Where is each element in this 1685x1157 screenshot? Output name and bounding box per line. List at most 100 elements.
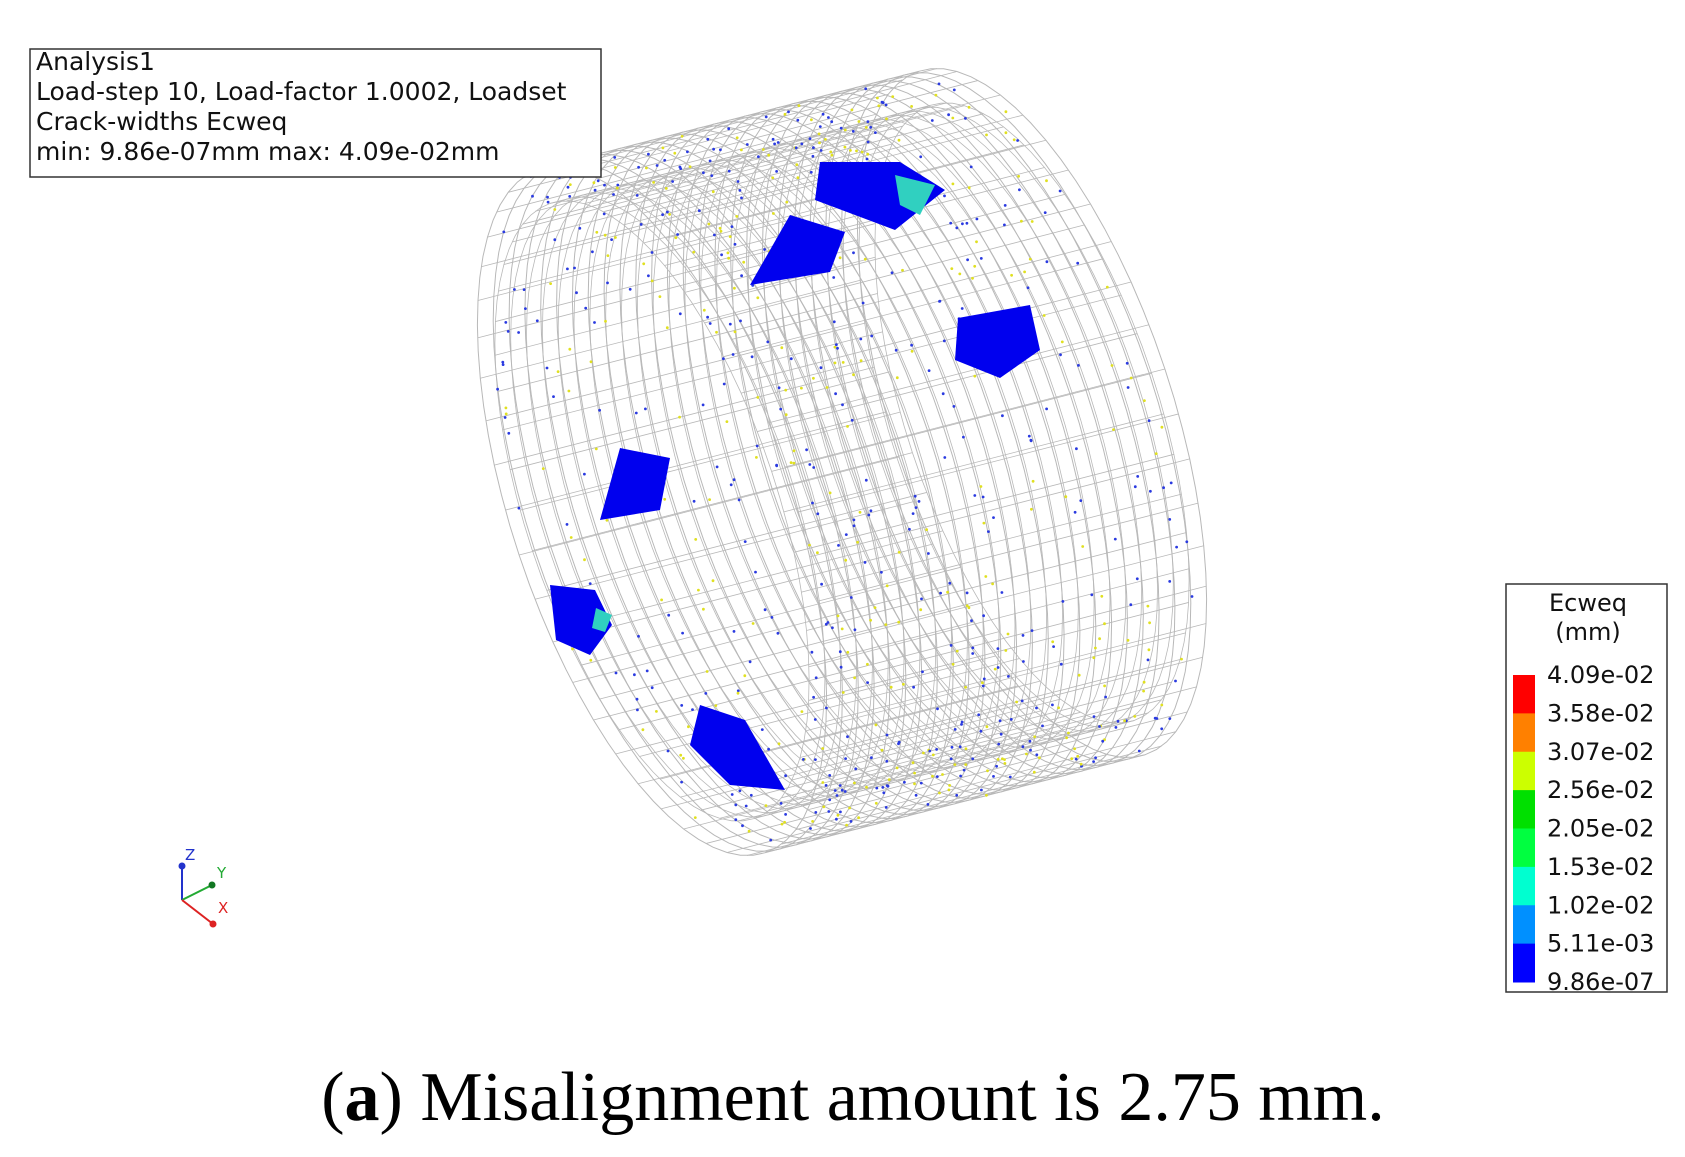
mesh-node [676, 233, 679, 236]
mesh-node [809, 170, 813, 174]
mesh-line [615, 655, 996, 755]
mesh-node [1010, 273, 1013, 277]
mesh-node [1007, 675, 1010, 678]
mesh-node [655, 710, 658, 713]
mesh-node [687, 725, 690, 729]
mesh-node [885, 759, 889, 763]
mesh-node [955, 649, 959, 653]
mesh-node [971, 276, 974, 280]
mesh-node [826, 621, 830, 624]
mesh-node [866, 662, 869, 666]
mesh-node [927, 552, 930, 555]
mesh-node [606, 281, 609, 285]
mesh-node [1003, 762, 1007, 765]
mesh-node [797, 104, 801, 107]
mesh-node [743, 540, 747, 543]
mesh-node [949, 757, 953, 761]
mesh-node [800, 142, 804, 146]
mesh-node [913, 771, 916, 775]
mesh-line [750, 281, 1132, 381]
mesh-node [865, 785, 868, 789]
mesh-node [914, 506, 918, 509]
mesh-node [760, 728, 764, 731]
mesh-node [734, 803, 738, 807]
mesh-line [723, 258, 1104, 358]
mesh-node [708, 159, 712, 163]
mesh-line [746, 757, 1128, 856]
mesh-node [863, 257, 867, 261]
mesh-line [534, 500, 916, 600]
mesh-node [997, 742, 1001, 746]
mesh-line [511, 143, 893, 243]
mesh-node [873, 606, 877, 609]
mesh-node [1045, 407, 1048, 411]
mesh-node [855, 149, 858, 153]
mesh-node [845, 823, 848, 827]
mesh-node [859, 337, 863, 341]
mesh-node [884, 103, 888, 107]
mesh-line [497, 293, 878, 392]
x-axis [181, 899, 214, 925]
mesh-node [1092, 656, 1096, 660]
mesh-node [958, 272, 962, 276]
mesh-node [733, 242, 737, 246]
mesh-node [818, 141, 821, 145]
mesh-node [647, 274, 650, 278]
mesh-node [729, 483, 733, 487]
mesh-node [1059, 353, 1062, 357]
mesh-node [728, 322, 732, 326]
mesh-node [814, 676, 818, 680]
mesh-node [771, 176, 775, 180]
mesh-node [811, 820, 814, 823]
mesh-node [686, 150, 689, 154]
mesh-node [870, 756, 873, 760]
mesh-line [781, 745, 1162, 845]
mesh-node [743, 674, 747, 678]
mesh-node [814, 811, 818, 814]
mesh-node [835, 817, 838, 821]
mesh-node [773, 142, 776, 146]
mesh-node [880, 748, 884, 752]
mesh-node [846, 425, 849, 428]
mesh-node [897, 138, 901, 142]
mesh-node [850, 108, 854, 112]
mesh-node [836, 346, 839, 350]
mesh-node [502, 230, 506, 234]
mesh-node [1160, 727, 1164, 731]
mesh-node [650, 251, 654, 254]
mesh-line [584, 105, 965, 205]
mesh-node [853, 781, 856, 785]
mesh-node [869, 618, 872, 622]
mesh-node [1076, 754, 1080, 758]
mesh-node [524, 307, 527, 310]
mesh-node [864, 87, 868, 91]
mesh-node [556, 370, 560, 373]
mesh-node [949, 644, 953, 647]
mesh-node [707, 222, 711, 226]
mesh-node [824, 622, 828, 626]
mesh-node [1052, 645, 1055, 648]
mesh-node [1147, 648, 1151, 652]
mesh-node [964, 685, 967, 689]
info-line: Analysis1 [36, 47, 155, 76]
mesh-node [738, 189, 742, 192]
mesh-node [1008, 775, 1012, 779]
mesh-node [1094, 756, 1097, 760]
mesh-node [697, 209, 701, 213]
mesh-node [503, 416, 507, 419]
mesh-node [504, 406, 508, 410]
mesh-node [744, 804, 748, 808]
mesh-node [825, 386, 829, 389]
mesh-node [575, 291, 578, 295]
mesh-node [911, 761, 915, 765]
mesh-node [941, 773, 944, 776]
color-bar-segment [1513, 943, 1535, 983]
mesh-node [910, 349, 914, 353]
mesh-node [1006, 632, 1010, 636]
mesh-node [818, 125, 822, 128]
mesh-node [591, 250, 594, 254]
mesh-node [1190, 595, 1194, 598]
mesh-node [711, 190, 715, 194]
mesh-node [830, 120, 834, 124]
mesh-node [735, 136, 739, 140]
